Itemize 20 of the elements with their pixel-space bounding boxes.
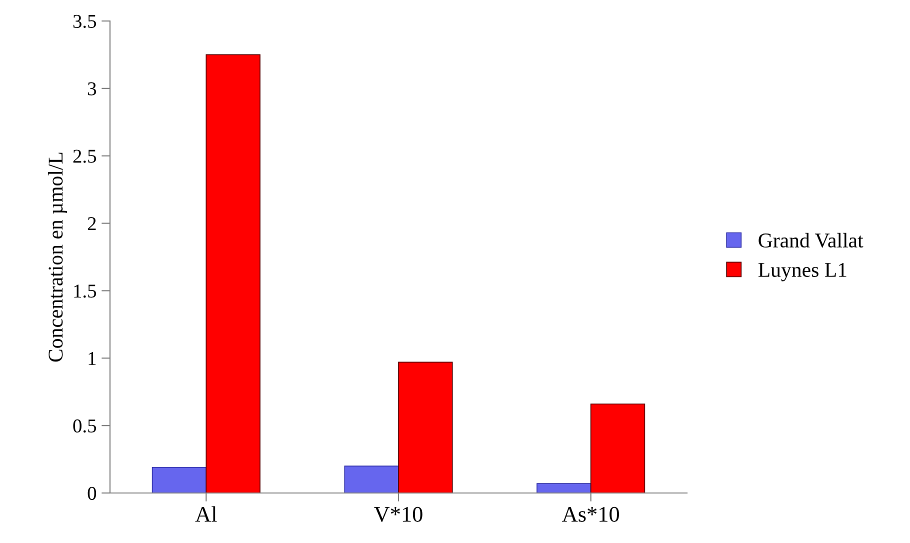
legend-label: Luynes L1 <box>758 263 846 282</box>
y-tick-label: 0 <box>88 486 96 500</box>
bar <box>590 404 646 493</box>
y-tick-label: 1.5 <box>74 284 96 298</box>
y-tick-label: 2.5 <box>73 150 96 163</box>
x-tick-label: Al <box>195 506 217 522</box>
bar <box>152 466 207 493</box>
bar <box>536 483 592 493</box>
x-tick-label: V*10 <box>374 506 422 522</box>
y-axis-title: Concentration en µmol/L <box>48 152 67 362</box>
x-tick-label: As*10 <box>562 506 619 522</box>
legend-label: Grand Vallat <box>758 232 864 248</box>
bar <box>206 54 260 493</box>
bar <box>398 362 453 493</box>
y-tick-label: 3 <box>88 82 96 96</box>
y-tick-label: 3.5 <box>73 14 96 28</box>
y-tick-label: 2 <box>88 217 96 230</box>
bar <box>344 466 399 493</box>
y-tick-label: 1 <box>88 352 96 365</box>
y-tick-label: 0.5 <box>73 419 96 433</box>
